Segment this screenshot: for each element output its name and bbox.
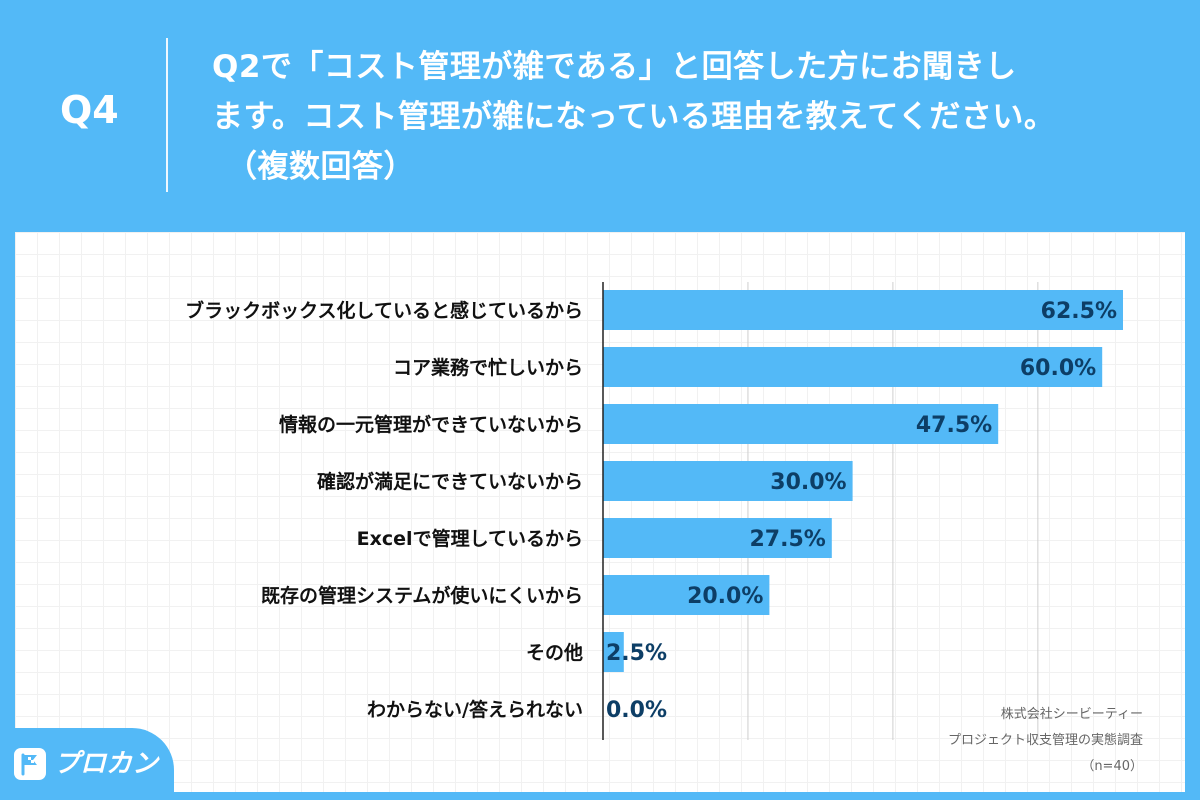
chart-panel: ブラックボックス化していると感じているから 62.5% コア業務で忙しいから 60.0… <box>15 232 1185 792</box>
value-label-7: 0.0% <box>606 698 667 723</box>
value-label-5: 20.0% <box>687 584 763 609</box>
category-label-7: わからない/答えられない <box>367 698 583 721</box>
value-label-6: 2.5% <box>606 641 667 666</box>
question-text: Q2で「コスト管理が雑である」と回答した方にお聞きし ます。コスト管理が雑になっ… <box>212 42 1152 192</box>
bar-6 <box>603 632 624 672</box>
question-line-2: ます。コスト管理が雑になっている理由を教えてください。 <box>212 99 1056 135</box>
source-sample: （n=40） <box>1081 759 1143 774</box>
bar-3 <box>603 461 853 501</box>
question-header: Q4 Q2で「コスト管理が雑である」と回答した方にお聞きし ます。コスト管理が雑… <box>0 0 1200 232</box>
category-label-4: Excelで管理しているから <box>357 527 583 550</box>
value-label-4: 27.5% <box>749 527 825 552</box>
bar-5 <box>603 575 770 615</box>
question-line-1: Q2で「コスト管理が雑である」と回答した方にお聞きし <box>212 49 1017 85</box>
question-number: Q4 <box>60 88 119 132</box>
value-label-2: 47.5% <box>916 413 992 438</box>
value-label-3: 30.0% <box>770 470 846 495</box>
header-divider <box>166 38 168 192</box>
source-note: 株式会社シービーティー プロジェクト収支管理の実態調査 （n=40） <box>948 702 1143 780</box>
question-line-3: （複数回答） <box>226 149 415 185</box>
bar-1 <box>603 347 1103 387</box>
source-survey: プロジェクト収支管理の実態調査 <box>947 733 1143 748</box>
category-label-2: 情報の一元管理ができていないから <box>279 413 583 436</box>
value-label-1: 60.0% <box>1020 356 1096 381</box>
logo-text: プロカン <box>54 749 159 779</box>
bar-2 <box>603 404 999 444</box>
flag-icon <box>14 748 46 780</box>
brand-logo: プロカン <box>0 728 174 800</box>
category-label-3: 確認が満足にできていないから <box>317 470 583 493</box>
source-company: 株式会社シービーティー <box>1000 707 1143 722</box>
category-label-0: ブラックボックス化していると感じているから <box>185 299 583 322</box>
bar-4 <box>603 518 832 558</box>
category-label-5: 既存の管理システムが使いにくいから <box>261 584 583 607</box>
category-label-1: コア業務で忙しいから <box>393 356 583 379</box>
bar-0 <box>603 290 1123 330</box>
value-label-0: 62.5% <box>1041 299 1117 324</box>
category-label-6: その他 <box>526 641 583 664</box>
bar-chart: ブラックボックス化していると感じているから 62.5% コア業務で忙しいから 60.0… <box>185 282 1123 740</box>
